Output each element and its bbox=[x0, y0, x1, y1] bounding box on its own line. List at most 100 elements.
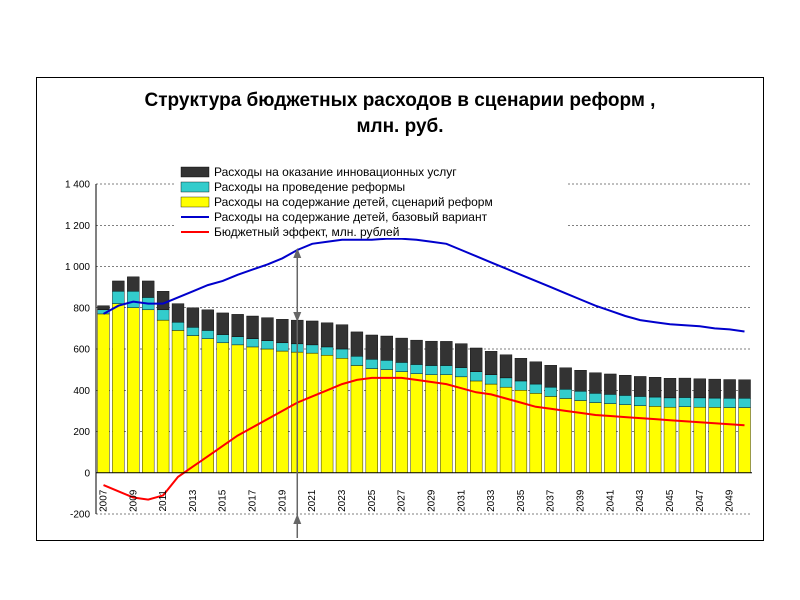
bar-segment bbox=[97, 305, 110, 311]
bar-segment bbox=[663, 378, 677, 399]
bar-segment bbox=[514, 358, 528, 382]
bar-segment bbox=[410, 373, 423, 473]
bar-segment bbox=[276, 319, 289, 344]
bar-segment bbox=[320, 354, 334, 473]
x-tick-label: 2019 bbox=[277, 489, 288, 512]
y-tick-label: -200 bbox=[70, 510, 90, 521]
line-series bbox=[103, 237, 745, 501]
x-tick-label: 2009 bbox=[128, 489, 139, 512]
x-tick-label: 2041 bbox=[605, 489, 616, 512]
bar-segment bbox=[156, 309, 170, 321]
arrow-head-up bbox=[293, 248, 302, 258]
bar-segment bbox=[544, 365, 557, 388]
bar-segment bbox=[186, 335, 200, 473]
x-tick-label: 2047 bbox=[695, 489, 706, 512]
bar-segment bbox=[335, 348, 349, 359]
bar-segment bbox=[246, 346, 259, 473]
bar-segment bbox=[693, 397, 706, 408]
bar-segment bbox=[634, 376, 647, 397]
bar-segment bbox=[589, 402, 602, 473]
y-tick-label: 1 200 bbox=[65, 221, 90, 232]
x-axis-tick-labels: 2007 2009 2011 2013 2015 2017 2019 2021 2023 2025… bbox=[98, 489, 735, 512]
bar-segment bbox=[425, 365, 438, 375]
bar-segment bbox=[171, 303, 185, 323]
bar-segment bbox=[648, 406, 662, 473]
bar-segment bbox=[410, 339, 423, 365]
bar-segment bbox=[484, 383, 498, 473]
bar-segment bbox=[320, 346, 334, 356]
bar-segment bbox=[484, 351, 498, 375]
x-tick-label: 2025 bbox=[367, 489, 378, 512]
legend-swatch bbox=[180, 196, 210, 208]
bar-segment bbox=[365, 368, 378, 473]
bar-segment bbox=[216, 312, 229, 335]
bar-segment bbox=[201, 309, 214, 331]
bar-segment bbox=[261, 348, 274, 473]
bar-segment bbox=[276, 342, 289, 352]
bar-segment bbox=[306, 320, 319, 346]
legend-label: Расходы на оказание инновационных услуг bbox=[214, 165, 457, 179]
bar-segment bbox=[693, 406, 706, 473]
y-axis-tick-labels: 1 400 1 200 1 000 800 600 400 200 0 -200 bbox=[65, 180, 90, 521]
chart-title-line2: млн. руб. bbox=[356, 116, 444, 137]
bar-segment bbox=[455, 376, 468, 473]
bar-segment bbox=[127, 307, 140, 473]
bar-segment bbox=[216, 334, 229, 344]
bar-segment bbox=[738, 407, 751, 473]
legend: Расходы на оказание инновационных услуг Р… bbox=[176, 160, 566, 239]
bar-segment bbox=[365, 334, 378, 360]
y-tick-label: 1 400 bbox=[65, 180, 90, 191]
x-tick-label: 2015 bbox=[218, 489, 229, 512]
bar-segment bbox=[127, 291, 140, 308]
bar-segment bbox=[484, 374, 498, 385]
y-tick-label: 400 bbox=[73, 386, 90, 397]
arrow-head-down bbox=[293, 312, 302, 322]
bar-segment bbox=[216, 342, 229, 473]
x-tick-label: 2045 bbox=[665, 489, 676, 512]
bar-segment bbox=[619, 395, 632, 405]
bar-segment bbox=[634, 396, 647, 406]
y-tick-label: 800 bbox=[73, 303, 90, 314]
bar-segment bbox=[306, 344, 319, 354]
bar-segment bbox=[708, 407, 721, 473]
x-tick-label: 2013 bbox=[188, 489, 199, 512]
bar-segment bbox=[395, 362, 408, 372]
bar-segment bbox=[604, 403, 617, 473]
bar-segment bbox=[425, 374, 438, 473]
bar-segment bbox=[335, 358, 349, 473]
bar-segment bbox=[231, 314, 244, 337]
bar-segment bbox=[186, 307, 200, 328]
bar-segment bbox=[693, 378, 706, 399]
bar-segment bbox=[723, 398, 736, 408]
x-tick-label: 2027 bbox=[397, 489, 408, 512]
bar-segment bbox=[112, 280, 125, 292]
bar-segment bbox=[142, 309, 155, 473]
bar-segment bbox=[440, 374, 453, 473]
y-tick-label: 600 bbox=[73, 345, 90, 356]
bar-segment bbox=[440, 341, 453, 366]
bar-segment bbox=[514, 380, 528, 391]
axes bbox=[95, 184, 752, 514]
bar-segment bbox=[127, 276, 140, 292]
series-line bbox=[103, 237, 745, 333]
x-tick-label: 2017 bbox=[248, 489, 259, 512]
bar-segment bbox=[365, 359, 378, 369]
bar-segment bbox=[231, 336, 244, 346]
bar-segment bbox=[648, 377, 662, 398]
bar-segment bbox=[97, 313, 110, 473]
bar-segment bbox=[425, 340, 438, 366]
bar-segment bbox=[723, 407, 736, 473]
bar-segment bbox=[171, 330, 185, 473]
bar-segment bbox=[112, 291, 125, 304]
chart-title-line1: Структура бюджетных расходов в сценарии … bbox=[144, 90, 656, 111]
legend-label: Расходы на содержание детей, сценарий ре… bbox=[214, 195, 493, 209]
bar-segment bbox=[246, 315, 259, 339]
legend-label: Бюджетный эффект, млн. рублей bbox=[214, 225, 399, 239]
bar-segment bbox=[559, 367, 572, 390]
x-tick-label: 2011 bbox=[158, 490, 169, 512]
bar-segment bbox=[604, 373, 617, 395]
bar-segment bbox=[663, 406, 677, 473]
bar-segment bbox=[246, 338, 259, 348]
bar-segment bbox=[261, 340, 274, 350]
bar-segment bbox=[634, 405, 647, 473]
